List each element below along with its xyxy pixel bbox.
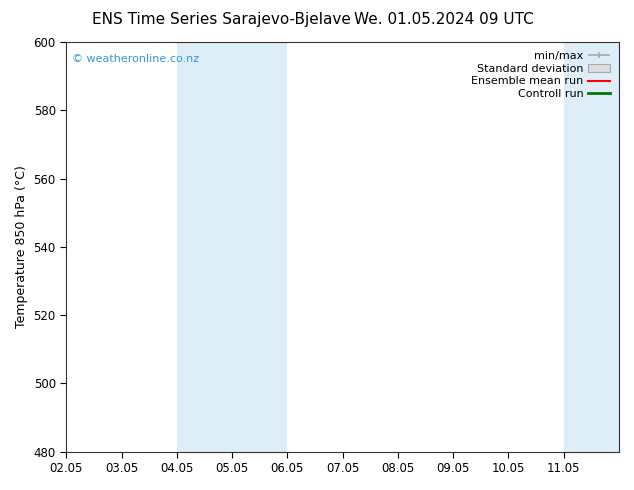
- Text: ENS Time Series Sarajevo-Bjelave: ENS Time Series Sarajevo-Bjelave: [93, 12, 351, 27]
- Legend: min/max, Standard deviation, Ensemble mean run, Controll run: min/max, Standard deviation, Ensemble me…: [468, 48, 614, 102]
- Y-axis label: Temperature 850 hPa (°C): Temperature 850 hPa (°C): [15, 166, 28, 328]
- Text: © weatheronline.co.nz: © weatheronline.co.nz: [72, 54, 199, 64]
- Bar: [177, 42, 287, 452]
- Text: We. 01.05.2024 09 UTC: We. 01.05.2024 09 UTC: [354, 12, 534, 27]
- Bar: [564, 42, 634, 452]
